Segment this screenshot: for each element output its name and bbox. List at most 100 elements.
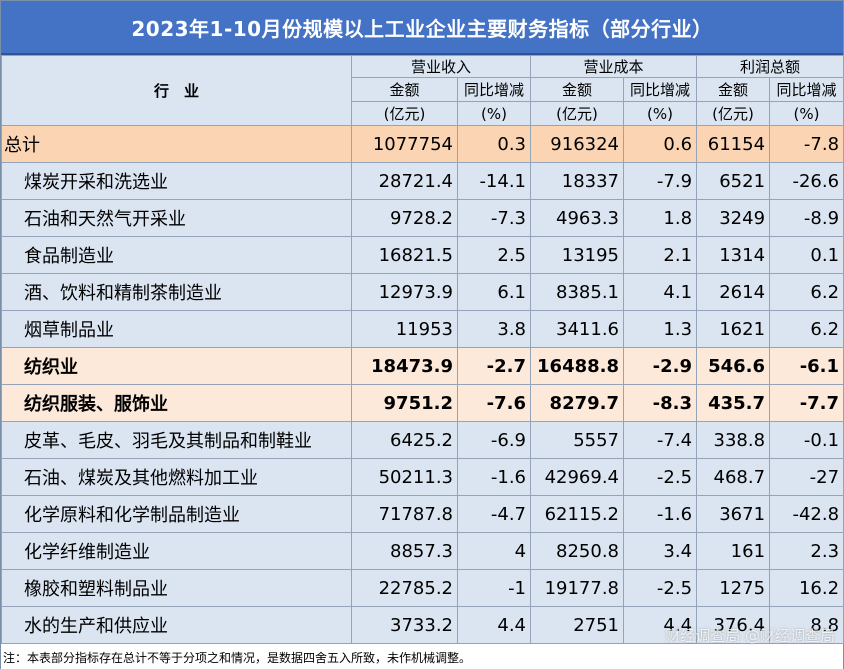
cell-value: 3671 bbox=[696, 495, 771, 533]
cell-value: -7.8 bbox=[769, 125, 844, 163]
row-name: 皮革、毛皮、羽毛及其制品和制鞋业 bbox=[1, 421, 352, 459]
cell-value: 6.1 bbox=[456, 273, 532, 311]
cell-value: 9728.2 bbox=[351, 199, 458, 237]
cell-value: 19177.8 bbox=[530, 569, 625, 607]
header-amount: 金额 bbox=[351, 77, 458, 102]
table-row: 石油、煤炭及其他燃料加工业 50211.3 -1.6 42969.4 -2.5 … bbox=[1, 458, 844, 496]
table-row: 橡胶和塑料制品业 22785.2 -1 19177.8 -2.5 1275 16… bbox=[1, 569, 844, 607]
cell-value: 1.3 bbox=[623, 310, 698, 348]
cell-value: 13195 bbox=[530, 236, 625, 274]
header-yoy-unit: (%) bbox=[623, 101, 698, 126]
cell-value: -1.6 bbox=[456, 458, 532, 496]
row-name: 石油、煤炭及其他燃料加工业 bbox=[1, 458, 352, 496]
table-title: 2023年1-10月份规模以上工业企业主要财务指标（部分行业） bbox=[1, 1, 843, 55]
row-name: 纺织业 bbox=[1, 347, 352, 385]
cell-value: -2.5 bbox=[623, 569, 698, 607]
cell-value: 4.4 bbox=[623, 606, 698, 644]
cell-value: -1.6 bbox=[623, 495, 698, 533]
row-name: 化学原料和化学制品制造业 bbox=[1, 495, 352, 533]
cell-value: -6.1 bbox=[769, 347, 844, 385]
cell-value: -14.1 bbox=[456, 162, 532, 200]
cell-value: 8250.8 bbox=[530, 532, 625, 570]
cell-value: -4.7 bbox=[456, 495, 532, 533]
cell-value: 61154 bbox=[696, 125, 771, 163]
row-name: 纺织服装、服饰业 bbox=[1, 384, 352, 422]
cell-value: 1.8 bbox=[623, 199, 698, 237]
cell-value: 3.4 bbox=[623, 532, 698, 570]
header-industry: 行 业 bbox=[1, 55, 352, 126]
cell-value: 3411.6 bbox=[530, 310, 625, 348]
row-name: 总计 bbox=[1, 125, 352, 163]
cell-value: 16.2 bbox=[769, 569, 844, 607]
table-row: 化学原料和化学制品制造业 71787.8 -4.7 62115.2 -1.6 3… bbox=[1, 495, 844, 533]
cell-value: 16821.5 bbox=[351, 236, 458, 274]
watermark: 财经调查局 @财经调查局 bbox=[665, 627, 835, 645]
cell-value: -0.1 bbox=[769, 421, 844, 459]
cell-value: -2.9 bbox=[623, 347, 698, 385]
cell-value: -7.4 bbox=[623, 421, 698, 459]
cell-value: -7.7 bbox=[769, 384, 844, 422]
cell-value: 916324 bbox=[530, 125, 625, 163]
cell-value: 9751.2 bbox=[351, 384, 458, 422]
table-row: 烟草制品业 11953 3.8 3411.6 1.3 1621 6.2 bbox=[1, 310, 844, 348]
table-row-highlighted: 纺织服装、服饰业 9751.2 -7.6 8279.7 -8.3 435.7 -… bbox=[1, 384, 844, 422]
cell-value: 71787.8 bbox=[351, 495, 458, 533]
cell-value: 2614 bbox=[696, 273, 771, 311]
header-profit: 利润总额 bbox=[696, 55, 844, 78]
cell-value: 16488.8 bbox=[530, 347, 625, 385]
cell-value: -8.9 bbox=[769, 199, 844, 237]
financial-indicators-table: 行 业 营业收入 营业成本 利润总额 金额 同比增减 金额 同比增减 金额 同比… bbox=[1, 55, 844, 644]
row-name: 食品制造业 bbox=[1, 236, 352, 274]
table-row: 酒、饮料和精制茶制造业 12973.9 6.1 8385.1 4.1 2614 … bbox=[1, 273, 844, 311]
table-row: 食品制造业 16821.5 2.5 13195 2.1 1314 0.1 bbox=[1, 236, 844, 274]
cell-value: 1621 bbox=[696, 310, 771, 348]
cell-value: 3249 bbox=[696, 199, 771, 237]
header-amount-unit: (亿元) bbox=[530, 101, 625, 126]
footnote: 注：本表部分指标存在总计不等于分项之和情况，是数据四舍五入所致，未作机械调整。 bbox=[1, 647, 843, 669]
header-revenue: 营业收入 bbox=[350, 55, 532, 78]
header-yoy: 同比增减 bbox=[623, 77, 698, 102]
cell-value: 0.1 bbox=[769, 236, 844, 274]
cell-value: 12973.9 bbox=[351, 273, 458, 311]
cell-value: 161 bbox=[696, 532, 771, 570]
cell-value: 2.5 bbox=[456, 236, 532, 274]
cell-value: 6425.2 bbox=[351, 421, 458, 459]
table-row: 化学纤维制造业 8857.3 4 8250.8 3.4 161 2.3 bbox=[1, 532, 844, 570]
table-row: 石油和天然气开采业 9728.2 -7.3 4963.3 1.8 3249 -8… bbox=[1, 199, 844, 237]
cell-value: -6.9 bbox=[456, 421, 532, 459]
header-cost: 营业成本 bbox=[530, 55, 698, 78]
row-name: 橡胶和塑料制品业 bbox=[1, 569, 352, 607]
cell-value: 50211.3 bbox=[351, 458, 458, 496]
cell-value: 62115.2 bbox=[530, 495, 625, 533]
cell-value: -7.6 bbox=[456, 384, 532, 422]
header-yoy-unit: (%) bbox=[456, 101, 532, 126]
cell-value: -2.7 bbox=[456, 347, 532, 385]
cell-value: 0.3 bbox=[456, 125, 532, 163]
cell-value: 8279.7 bbox=[530, 384, 625, 422]
cell-value: -27 bbox=[769, 458, 844, 496]
table-row-highlighted: 纺织业 18473.9 -2.7 16488.8 -2.9 546.6 -6.1 bbox=[1, 347, 844, 385]
header-amount: 金额 bbox=[530, 77, 625, 102]
cell-value: 6521 bbox=[696, 162, 771, 200]
cell-value: 1314 bbox=[696, 236, 771, 274]
table-row: 皮革、毛皮、羽毛及其制品和制鞋业 6425.2 -6.9 5557 -7.4 3… bbox=[1, 421, 844, 459]
row-name: 水的生产和供应业 bbox=[1, 606, 352, 644]
cell-value: -7.3 bbox=[456, 199, 532, 237]
cell-value: 22785.2 bbox=[351, 569, 458, 607]
row-name: 烟草制品业 bbox=[1, 310, 352, 348]
cell-value: 3.8 bbox=[456, 310, 532, 348]
row-name: 酒、饮料和精制茶制造业 bbox=[1, 273, 352, 311]
cell-value: 1077754 bbox=[351, 125, 458, 163]
cell-value: 1275 bbox=[696, 569, 771, 607]
cell-value: 468.7 bbox=[696, 458, 771, 496]
cell-value: 376.4 bbox=[696, 606, 771, 644]
cell-value: -8.3 bbox=[623, 384, 698, 422]
cell-value: 11953 bbox=[351, 310, 458, 348]
header-yoy-unit: (%) bbox=[769, 101, 844, 126]
cell-value: 546.6 bbox=[696, 347, 771, 385]
cell-value: -42.8 bbox=[769, 495, 844, 533]
cell-value: 6.2 bbox=[769, 310, 844, 348]
cell-value: 338.8 bbox=[696, 421, 771, 459]
header-amount-unit: (亿元) bbox=[351, 101, 458, 126]
